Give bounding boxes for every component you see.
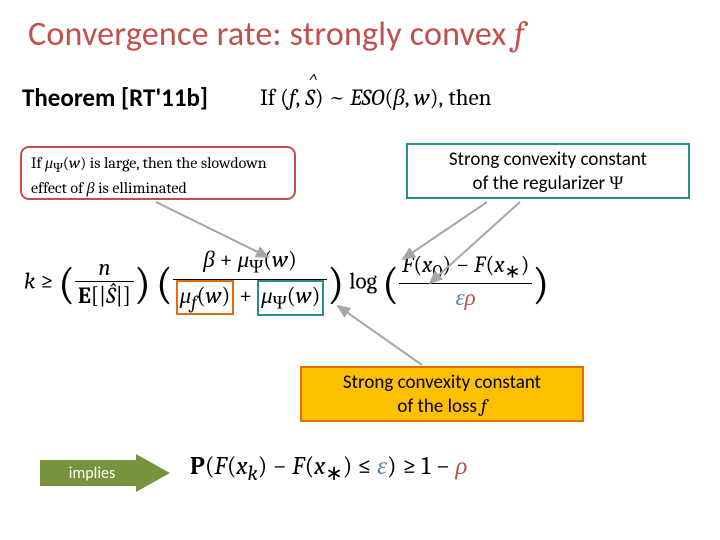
arrow-slowdown-to-beta	[150, 199, 280, 269]
theorem-label: Theorem [RT'11b]	[22, 82, 208, 113]
mu-psi-box: μΨ(w)	[257, 280, 324, 317]
eso-assumption: If (f, S) ~ ESO(β, w), then	[260, 84, 492, 111]
slide-title: Convergence rate: strongly convex f	[28, 14, 524, 55]
arrow-orange-to-muf	[330, 300, 440, 370]
callout-regularizer-l2: of the regularizer	[473, 172, 610, 195]
loss-f: f	[481, 395, 486, 417]
implies-arrow: implies	[40, 454, 160, 492]
implies-label: implies	[69, 464, 131, 483]
title-f: f	[514, 14, 524, 54]
title-text: Convergence rate: strongly convex	[28, 14, 514, 55]
probability-statement: P(F(xk) − F(x∗) ≤ ε) ≥ 1 − ρ	[190, 452, 467, 486]
callout-regularizer-l1: Strong convexity constant	[449, 148, 647, 171]
mu-f-box: μf(w)	[176, 280, 235, 316]
psi-symbol: Ψ	[609, 172, 623, 194]
callout-regularizer: Strong convexity constant of the regular…	[406, 143, 690, 199]
callout-loss: Strong convexity constant of the loss f	[300, 366, 584, 422]
arrow-teal-2	[420, 199, 530, 291]
slowdown-note: If μΨ(w) is large, then the slowdown eff…	[20, 146, 296, 200]
callout-loss-l1: Strong convexity constant	[343, 371, 541, 394]
callout-loss-l2: of the loss	[397, 395, 481, 418]
